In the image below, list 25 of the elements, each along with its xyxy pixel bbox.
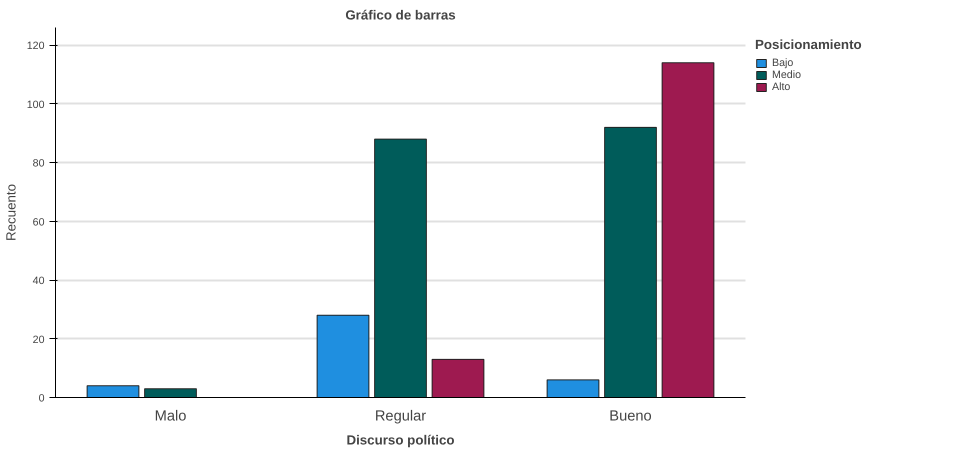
bar <box>604 126 657 398</box>
bar <box>316 314 370 398</box>
bar <box>374 138 427 398</box>
y-tick-label: 100 <box>26 98 45 111</box>
legend-label: Medio <box>772 69 802 81</box>
legend-label: Alto <box>772 81 792 93</box>
y-tick-label: 60 <box>32 216 45 228</box>
bar <box>86 385 140 398</box>
legend-title: Posicionamiento <box>755 37 862 52</box>
x-tick-label: Regular <box>374 408 426 424</box>
y-tick-label: 120 <box>26 40 45 52</box>
x-axis-title: Discurso político <box>346 432 455 448</box>
bar <box>144 388 197 398</box>
chart-title: Gráfico de barras <box>345 8 456 22</box>
y-tick-label: 20 <box>32 334 45 346</box>
x-tick-label: Bueno <box>609 408 652 424</box>
y-tick-label: 40 <box>32 275 45 288</box>
legend-label: Bajo <box>772 57 794 69</box>
x-tick-label: Malo <box>154 408 186 424</box>
y-tick-label: 0 <box>38 392 45 404</box>
y-tick-label: 80 <box>32 158 45 170</box>
bar <box>662 62 714 398</box>
y-axis-title: Recuento <box>4 184 19 242</box>
bar <box>546 379 600 398</box>
bar <box>432 358 484 398</box>
